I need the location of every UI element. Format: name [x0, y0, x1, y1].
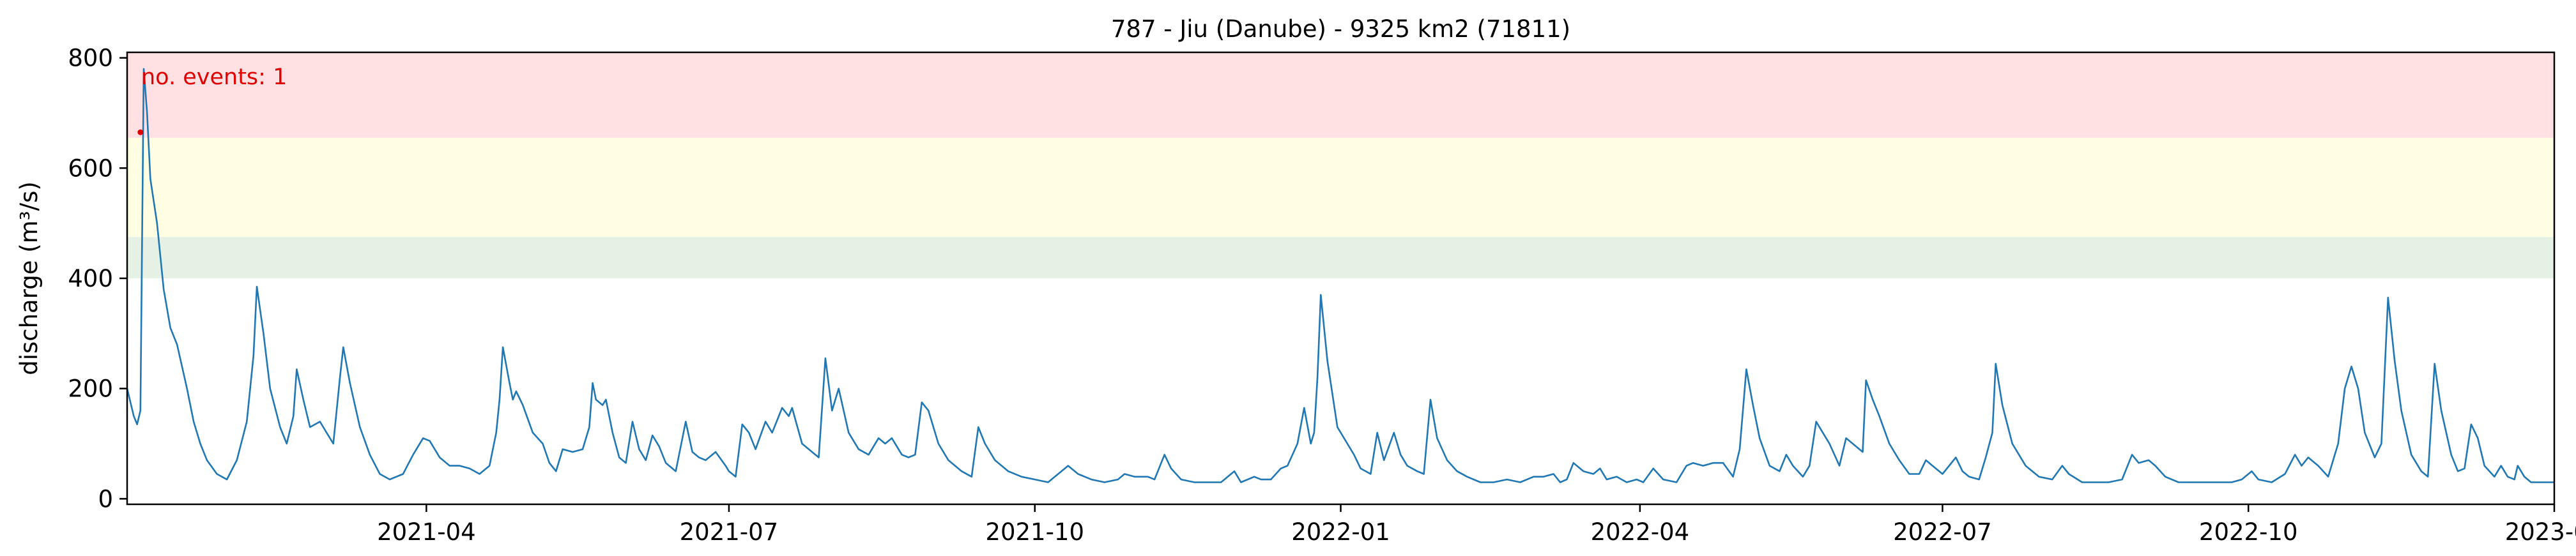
- y-tick-label: 0: [98, 485, 113, 513]
- threshold-band-2: [127, 137, 2554, 237]
- y-axis: 0 200 400 600 800: [68, 45, 127, 513]
- event-marker: [137, 129, 144, 135]
- x-tick-label: 2021-04: [377, 518, 476, 546]
- x-axis: 2021-04 2021-07 2021-10 2022-01 2022-04 2022-…: [377, 504, 2576, 546]
- discharge-series-line: [126, 68, 2554, 483]
- y-tick-label: 600: [68, 154, 113, 182]
- threshold-bands: [127, 52, 2554, 278]
- x-tick-label: 2023-01: [2505, 518, 2576, 546]
- y-tick-label: 200: [68, 375, 113, 403]
- plot-content: [126, 68, 2554, 483]
- y-tick-label: 400: [68, 265, 113, 292]
- x-tick-label: 2022-07: [1893, 518, 1992, 546]
- y-tick-label: 800: [68, 45, 113, 72]
- x-tick-label: 2021-10: [985, 518, 1084, 546]
- x-tick-label: 2022-04: [1591, 518, 1690, 546]
- x-tick-label: 2022-10: [2199, 518, 2298, 546]
- event-count-annotation: no. events: 1: [141, 64, 287, 90]
- x-tick-label: 2022-01: [1291, 518, 1390, 546]
- threshold-band-3: [127, 52, 2554, 138]
- chart-title: 787 - Jiu (Danube) - 9325 km2 (71811): [1111, 15, 1570, 43]
- threshold-band-1: [127, 237, 2554, 278]
- y-axis-label: discharge (m³/s): [15, 181, 43, 375]
- x-tick-label: 2021-07: [680, 518, 779, 546]
